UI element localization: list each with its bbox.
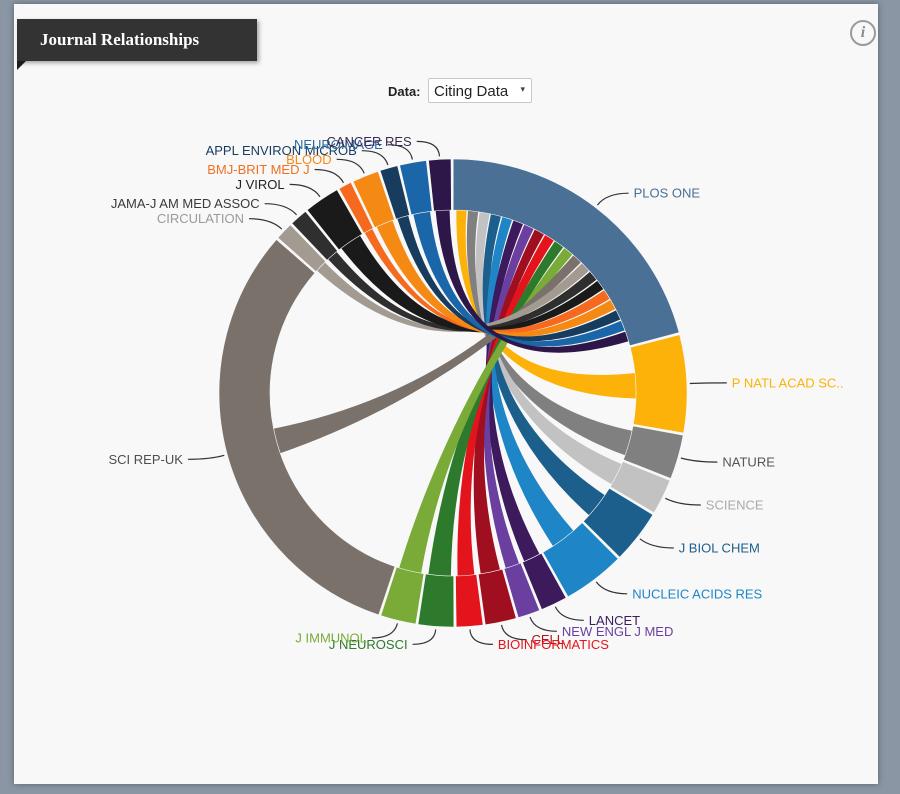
label-p-natl-acad-sc[interactable]: P NATL ACAD SC.. <box>732 375 844 390</box>
arc-sci-rep-uk[interactable] <box>218 239 396 616</box>
arc-new-engl-j-med[interactable] <box>503 562 540 619</box>
leader-blood <box>336 158 365 174</box>
chevron-down-icon: ▾ <box>520 84 525 94</box>
arc-j-virol[interactable] <box>306 189 363 251</box>
arcs-group <box>218 158 688 628</box>
label-cell[interactable]: CELL <box>532 632 565 647</box>
arc-blood[interactable] <box>352 170 395 228</box>
data-select-value: Citing Data <box>434 83 509 100</box>
leader-j-immunol <box>371 623 398 639</box>
chord-nature[interactable] <box>466 210 633 456</box>
data-select[interactable]: Citing Data ▾ <box>428 78 532 103</box>
label-j-neurosci[interactable]: J NEUROSCI <box>329 637 408 652</box>
chords-group <box>273 210 636 576</box>
leader-circulation <box>248 218 283 230</box>
arc-j-immunol[interactable] <box>380 566 425 625</box>
leader-nucleic-acids-res <box>595 581 628 595</box>
chord-neuroimage[interactable] <box>413 211 625 347</box>
label-sci-rep-uk[interactable]: SCI REP-UK <box>108 452 183 467</box>
leader-j-neurosci <box>412 629 437 645</box>
chord-p-natl-acad-sc[interactable] <box>456 210 636 399</box>
chord-j-biol-chem[interactable] <box>482 214 605 516</box>
labels-group: PLOS ONE P NATL ACAD SC.. NATURE SCIENCE J B… <box>108 134 843 652</box>
chord-cancer-res[interactable] <box>435 210 629 353</box>
arc-jama-j-am-med-assoc[interactable] <box>291 210 339 261</box>
chord-science[interactable] <box>475 211 622 485</box>
arc-j-biol-chem[interactable] <box>582 487 654 558</box>
arc-bmj-brit-med-j[interactable] <box>338 181 374 234</box>
label-new-engl-j-med[interactable]: NEW ENGL J MED <box>562 624 673 639</box>
label-lancet[interactable]: LANCET <box>589 613 640 628</box>
label-j-virol[interactable]: J VIROL <box>235 177 284 192</box>
chord-j-neurosci[interactable] <box>428 241 564 576</box>
chord-jama-j-am-med-assoc[interactable] <box>328 251 597 332</box>
label-appl-environ-microb[interactable]: APPL ENVIRON MICROB <box>206 143 357 158</box>
arc-p-natl-acad-sc[interactable] <box>629 334 688 434</box>
leader-j-biol-chem <box>639 538 674 549</box>
chord-j-immunol[interactable] <box>399 247 573 574</box>
arc-lancet[interactable] <box>522 552 567 610</box>
panel-title: Journal Relationships <box>17 19 257 61</box>
title-tab-fold <box>17 61 26 70</box>
chord-sci-rep-uk[interactable] <box>273 255 582 454</box>
chord-lancet[interactable] <box>485 220 540 562</box>
label-j-immunol[interactable]: J IMMUNOL <box>295 631 367 646</box>
chart-panel: Journal Relationships i Data: Citing Dat… <box>14 4 878 784</box>
leader-cell <box>500 624 527 641</box>
chord-j-virol[interactable] <box>341 235 604 333</box>
chord-appl-environ-microb[interactable] <box>397 215 621 342</box>
label-jama-j-am-med-assoc[interactable]: JAMA-J AM MED ASSOC <box>111 196 260 211</box>
info-icon[interactable]: i <box>850 20 876 46</box>
leader-bioinformatics <box>469 629 493 645</box>
arc-nucleic-acids-res[interactable] <box>542 522 619 598</box>
arc-nature[interactable] <box>623 425 684 479</box>
data-label: Data: <box>388 84 421 99</box>
label-plos-one[interactable]: PLOS ONE <box>634 186 701 201</box>
arc-science[interactable] <box>609 461 671 514</box>
leader-j-virol <box>289 183 321 198</box>
chord-circulation[interactable] <box>317 262 590 332</box>
leader-bmj-brit-med-j <box>314 168 345 184</box>
leader-science <box>665 497 701 506</box>
leader-nature <box>680 457 718 463</box>
leader-new-engl-j-med <box>529 616 557 632</box>
label-cancer-res[interactable]: CANCER RES <box>326 134 412 149</box>
label-j-biol-chem[interactable]: J BIOL CHEM <box>679 541 760 556</box>
leaders-group <box>187 140 727 645</box>
arc-appl-environ-microb[interactable] <box>379 165 410 220</box>
label-nucleic-acids-res[interactable]: NUCLEIC ACIDS RES <box>632 586 762 601</box>
arc-neuroimage[interactable] <box>399 160 433 216</box>
leader-jama-j-am-med-assoc <box>264 203 298 216</box>
label-circulation[interactable]: CIRCULATION <box>157 211 244 226</box>
chord-cell[interactable] <box>473 229 544 574</box>
arc-cell[interactable] <box>477 568 517 626</box>
label-nature[interactable]: NATURE <box>722 455 775 470</box>
leader-plos-one <box>596 192 629 206</box>
label-blood[interactable]: BLOOD <box>286 152 332 167</box>
chord-blood[interactable] <box>376 220 616 338</box>
leader-sci-rep-uk <box>187 454 225 460</box>
label-neuroimage[interactable]: NEUROIMAGE <box>294 137 383 152</box>
label-science[interactable]: SCIENCE <box>706 498 764 513</box>
leader-lancet <box>554 606 584 621</box>
leader-appl-environ-microb <box>361 150 389 166</box>
leader-neuroimage <box>387 144 413 160</box>
arc-circulation[interactable] <box>277 224 327 273</box>
chord-bmj-brit-med-j[interactable] <box>364 228 610 334</box>
chord-nucleic-acids-res[interactable] <box>486 216 574 547</box>
arc-j-neurosci[interactable] <box>417 573 455 628</box>
chord-diagram: PLOS ONE P NATL ACAD SC.. NATURE SCIENCE J B… <box>108 134 843 652</box>
label-bioinformatics[interactable]: BIOINFORMATICS <box>498 637 609 652</box>
arc-cancer-res[interactable] <box>428 158 452 212</box>
arc-bioinformatics[interactable] <box>455 574 484 628</box>
leader-cancer-res <box>416 140 441 157</box>
leader-p-natl-acad-sc <box>689 382 727 385</box>
arc-plos-one[interactable] <box>452 158 680 347</box>
label-bmj-brit-med-j[interactable]: BMJ-BRIT MED J <box>207 162 309 177</box>
